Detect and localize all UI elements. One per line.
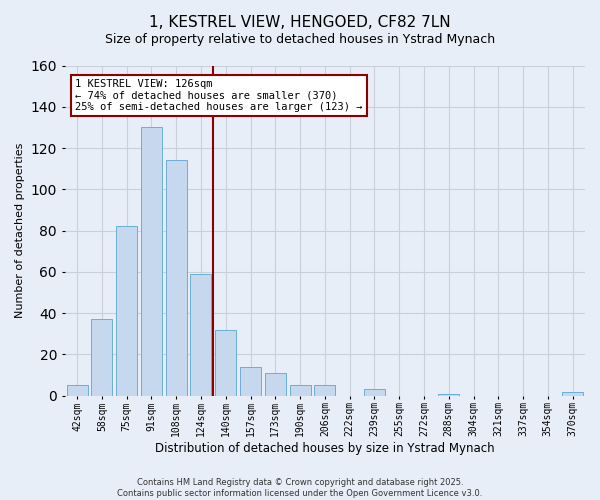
Bar	[314, 386, 335, 396]
X-axis label: Distribution of detached houses by size in Ystrad Mynach: Distribution of detached houses by size …	[155, 442, 494, 455]
Bar	[240, 367, 261, 396]
Bar	[91, 320, 112, 396]
Bar	[438, 394, 459, 396]
Bar	[265, 373, 286, 396]
Text: 1 KESTREL VIEW: 126sqm
← 74% of detached houses are smaller (370)
25% of semi-de: 1 KESTREL VIEW: 126sqm ← 74% of detached…	[75, 78, 362, 112]
Bar	[190, 274, 211, 396]
Bar	[166, 160, 187, 396]
Bar	[290, 386, 311, 396]
Bar	[562, 392, 583, 396]
Text: Size of property relative to detached houses in Ystrad Mynach: Size of property relative to detached ho…	[105, 32, 495, 46]
Y-axis label: Number of detached properties: Number of detached properties	[15, 143, 25, 318]
Bar	[67, 386, 88, 396]
Bar	[364, 390, 385, 396]
Bar	[215, 330, 236, 396]
Bar	[141, 128, 162, 396]
Bar	[116, 226, 137, 396]
Text: Contains HM Land Registry data © Crown copyright and database right 2025.
Contai: Contains HM Land Registry data © Crown c…	[118, 478, 482, 498]
Text: 1, KESTREL VIEW, HENGOED, CF82 7LN: 1, KESTREL VIEW, HENGOED, CF82 7LN	[149, 15, 451, 30]
